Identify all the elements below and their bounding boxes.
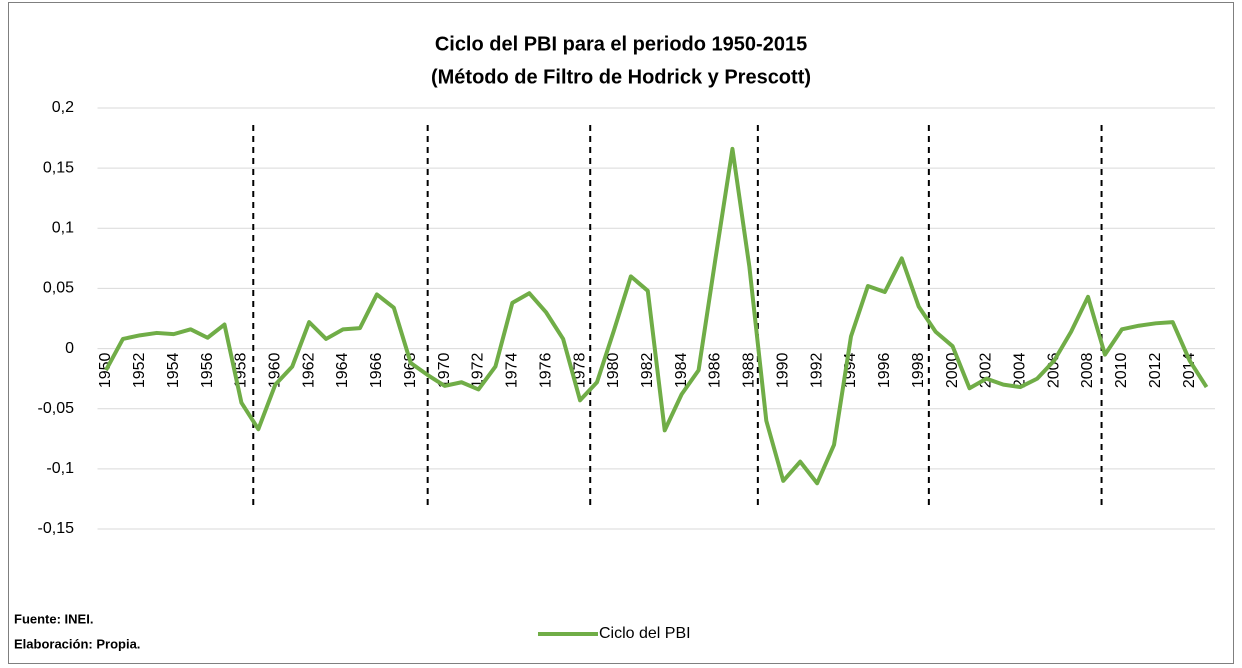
x-tick-label: 1982: [639, 352, 656, 388]
x-tick-label: 1952: [131, 352, 148, 388]
x-tick-label: 1964: [334, 352, 351, 388]
data-line: [104, 146, 1209, 486]
chart-subtitle: (Método de Filtro de Hodrick y Prescott): [431, 66, 811, 88]
x-tick-label: 2004: [1012, 352, 1029, 388]
x-tick-label: 1986: [707, 352, 724, 388]
y-tick-label: 0,05: [43, 280, 74, 297]
legend-label: Ciclo del PBI: [599, 625, 691, 642]
x-tick-label: 2012: [1147, 352, 1164, 388]
author-note: Elaboración: Propia.: [14, 636, 140, 651]
x-tick-label: 1970: [436, 352, 453, 388]
source-note: Fuente: INEI.: [14, 611, 93, 626]
y-tick-label: 0: [65, 340, 74, 357]
x-tick-label: 2010: [1113, 352, 1130, 388]
x-tick-label: 1998: [910, 352, 927, 388]
y-tick-label: 0,1: [52, 220, 74, 237]
x-tick-label: 1974: [504, 352, 521, 388]
x-tick-label: 2006: [1045, 352, 1062, 388]
x-tick-label: 1976: [537, 352, 554, 388]
x-tick-label: 1954: [165, 352, 182, 388]
x-tick-label: 1962: [300, 352, 317, 388]
x-tick-label: 2008: [1079, 352, 1096, 388]
x-tick-label: 1972: [470, 352, 487, 388]
y-tick-label: -0,05: [38, 400, 75, 417]
y-tick-label: 0,2: [52, 99, 74, 116]
x-tick-label: 1968: [402, 352, 419, 388]
x-tick-label: 1956: [199, 352, 216, 388]
x-tick-label: 1980: [605, 352, 622, 388]
y-tick-label: -0,1: [46, 460, 74, 477]
x-tick-label: 1996: [876, 352, 893, 388]
x-tick-label: 1990: [774, 352, 791, 388]
chart-title: Ciclo del PBI para el periodo 1950-2015: [435, 33, 807, 55]
y-tick-label: 0,15: [43, 159, 74, 176]
y-tick-label: -0,15: [38, 520, 75, 537]
x-tick-label: 1992: [808, 352, 825, 388]
x-tick-label: 1984: [673, 352, 690, 388]
x-tick-label: 2014: [1181, 352, 1198, 388]
x-tick-label: 1988: [741, 352, 758, 388]
chart-frame: [8, 2, 1234, 664]
x-tick-label: 1966: [368, 352, 385, 388]
